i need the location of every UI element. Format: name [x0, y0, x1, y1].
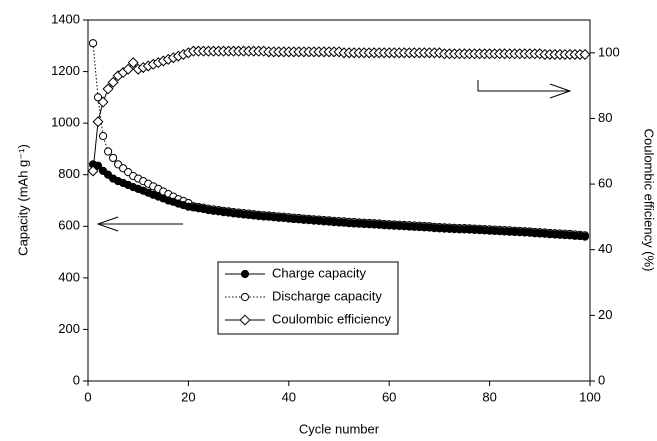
marker	[580, 232, 590, 241]
y2-axis-title: Coulombic efficiency (%)	[642, 129, 657, 272]
marker	[127, 57, 139, 69]
y-tick-label: 1000	[51, 115, 80, 130]
legend-label: Coulombic efficiency	[272, 311, 391, 326]
marker	[102, 83, 114, 95]
legend-label: Charge capacity	[272, 265, 366, 280]
marker	[109, 153, 118, 163]
series-line	[92, 50, 585, 172]
marker	[103, 147, 113, 156]
plot-frame	[87, 19, 591, 382]
x-tick-label: 100	[579, 389, 601, 404]
y-tick-label: 800	[58, 166, 80, 181]
y2-tick-label: 100	[598, 44, 620, 59]
y-tick-label: 1400	[51, 11, 80, 26]
marker	[93, 161, 103, 170]
marker	[122, 63, 134, 75]
y-tick-label: 600	[58, 218, 80, 233]
right-arrow	[477, 80, 572, 99]
legend-marker	[240, 269, 250, 279]
marker	[97, 96, 109, 108]
marker	[88, 39, 98, 48]
x-tick-label: 60	[382, 389, 396, 404]
left-arrow	[96, 216, 183, 232]
y2-tick-label: 60	[598, 176, 612, 191]
x-tick-label: 20	[181, 389, 195, 404]
x-tick-label: 80	[482, 389, 496, 404]
marker	[87, 165, 99, 177]
x-tick-label: 0	[84, 389, 91, 404]
marker	[107, 76, 119, 88]
series-line	[92, 43, 586, 236]
legend-marker	[240, 292, 250, 302]
marker	[93, 93, 103, 102]
legend-label: Discharge capacity	[272, 288, 382, 303]
y2-tick-label: 0	[598, 372, 605, 387]
y-tick-label: 1200	[51, 63, 80, 78]
x-tick-label: 40	[282, 389, 296, 404]
y2-tick-label: 80	[598, 110, 612, 125]
y-tick-label: 400	[58, 269, 80, 284]
x-axis-title: Cycle number	[299, 421, 380, 436]
y2-tick-label: 40	[598, 241, 612, 256]
marker	[98, 131, 108, 141]
marker	[92, 116, 104, 128]
legend-marker	[239, 314, 251, 326]
y-axis-title: Capacity (mAh g⁻¹)	[15, 144, 30, 256]
marker	[579, 48, 591, 60]
y-tick-label: 200	[58, 321, 80, 336]
y-tick-label: 0	[73, 372, 80, 387]
y2-tick-label: 20	[598, 307, 612, 322]
